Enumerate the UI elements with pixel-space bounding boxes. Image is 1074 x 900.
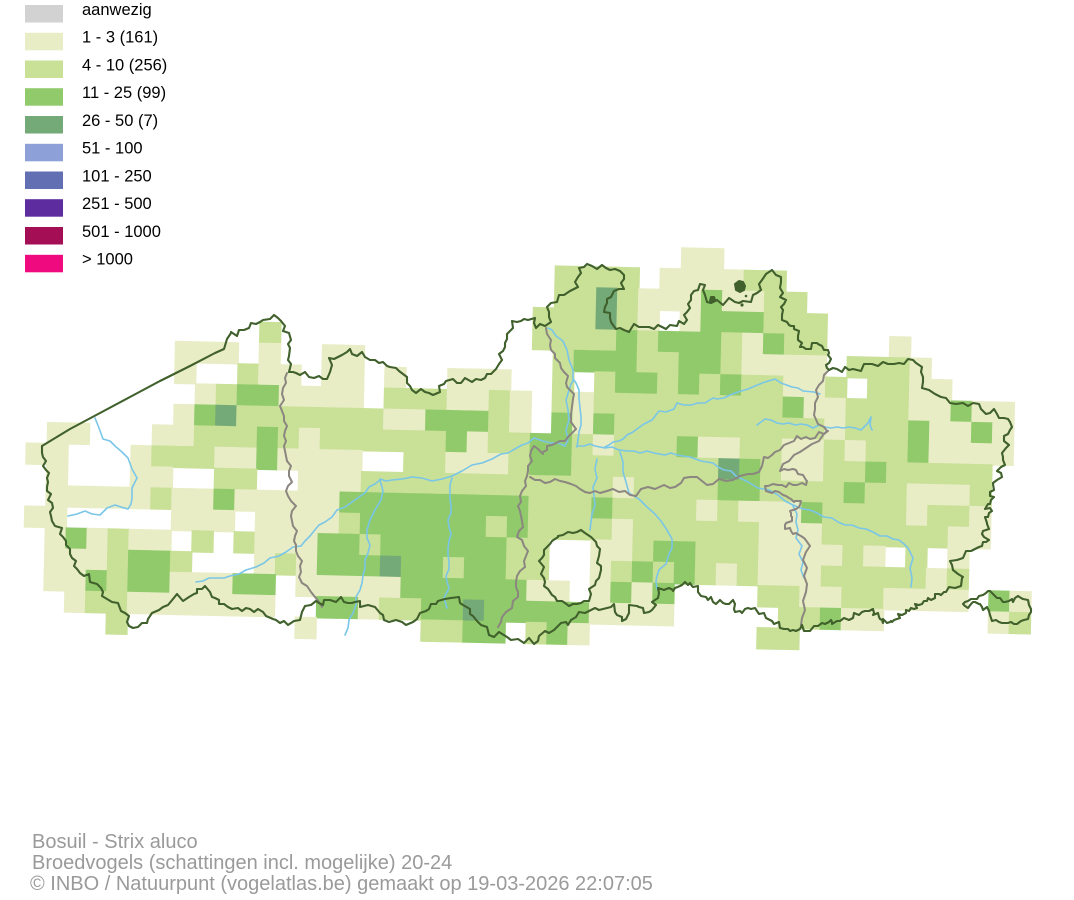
svg-text:501 - 1000: 501 - 1000 bbox=[82, 223, 161, 241]
svg-text:11 - 25 (99): 11 - 25 (99) bbox=[82, 84, 166, 102]
svg-text:Bosuil - Strix aluco: Bosuil - Strix aluco bbox=[32, 831, 198, 853]
svg-text:1 - 3 (161): 1 - 3 (161) bbox=[82, 29, 158, 47]
svg-text:26 - 50 (7): 26 - 50 (7) bbox=[82, 112, 158, 130]
svg-text:© INBO / Natuurpunt (vogelatla: © INBO / Natuurpunt (vogelatlas.be) gema… bbox=[30, 873, 653, 895]
svg-text:4 - 10 (256): 4 - 10 (256) bbox=[82, 56, 167, 74]
svg-text:101 - 250: 101 - 250 bbox=[82, 167, 152, 185]
svg-text:251 - 500: 251 - 500 bbox=[82, 195, 152, 213]
svg-text:> 1000: > 1000 bbox=[82, 251, 133, 269]
svg-text:aanwezig: aanwezig bbox=[82, 1, 152, 19]
svg-text:51 - 100: 51 - 100 bbox=[82, 140, 143, 158]
svg-text:Broedvogels (schattingen incl.: Broedvogels (schattingen incl. mogelijke… bbox=[32, 852, 452, 874]
